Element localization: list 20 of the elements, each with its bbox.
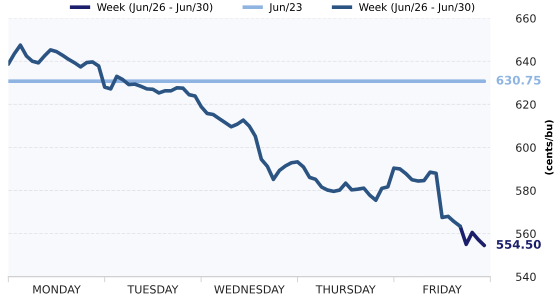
legend-label: Jun/23: [268, 3, 302, 13]
y-tick-label: 620: [516, 100, 536, 109]
x-tick-label: FRIDAY: [424, 285, 462, 294]
legend-label: Week (Jun/26 - Jun/30): [359, 2, 474, 13]
y-tick-label: 560: [516, 230, 536, 238]
y-tick-label: 660: [516, 14, 536, 23]
x-tick-label: WEDNESDAY: [214, 285, 285, 294]
data-label: 554.50: [496, 240, 541, 249]
legend-label: Week (Jun/26 - Jun/30): [97, 2, 212, 13]
y-tick-label: 640: [516, 57, 536, 66]
line-series: [458, 224, 486, 248]
x-tick-label: THURSDAY: [316, 285, 376, 294]
x-tick-label: TUESDAY: [127, 285, 178, 294]
y-tick-label: 600: [516, 143, 536, 152]
y-tick-label: 540: [516, 272, 536, 282]
y-tick-label: 580: [516, 186, 536, 195]
y-axis-title: (cents/bu): [544, 120, 554, 175]
x-tick-label: MONDAY: [33, 285, 81, 294]
line-series: [8, 43, 462, 228]
data-label: 630.75: [496, 76, 541, 85]
